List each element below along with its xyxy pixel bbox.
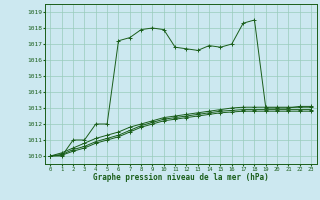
X-axis label: Graphe pression niveau de la mer (hPa): Graphe pression niveau de la mer (hPa): [93, 173, 269, 182]
